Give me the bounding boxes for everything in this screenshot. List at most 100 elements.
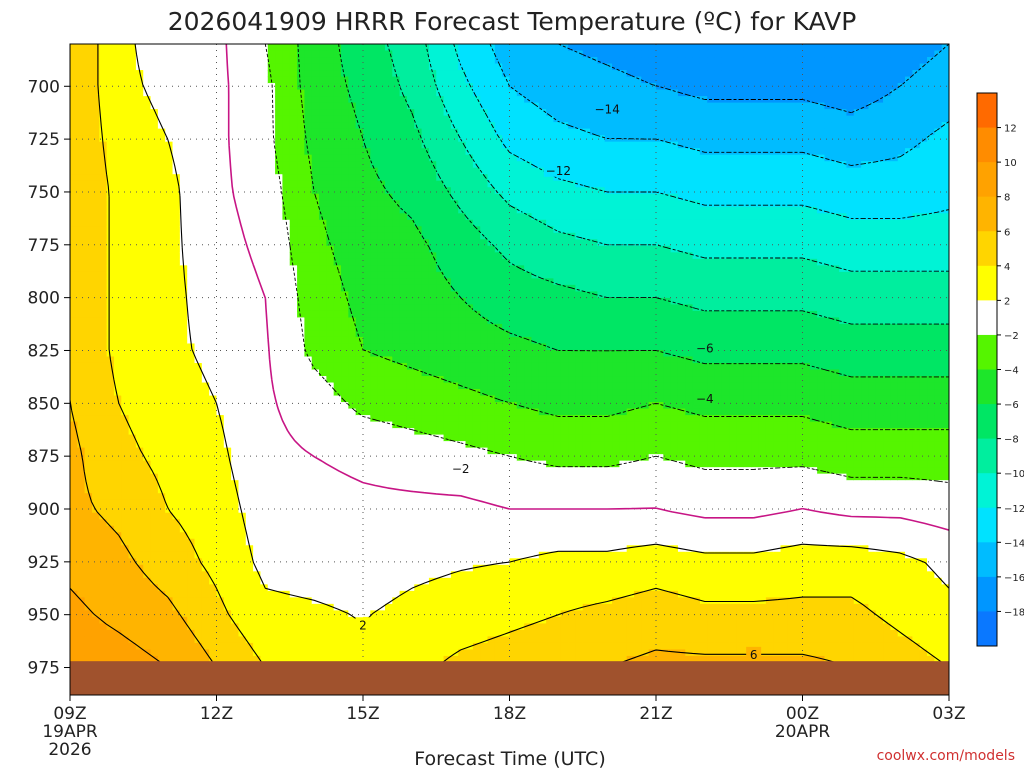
temperature-cell bbox=[377, 180, 386, 188]
temperature-cell bbox=[209, 304, 218, 312]
temperature-cell bbox=[304, 96, 313, 104]
temperature-cell bbox=[370, 603, 379, 611]
temperature-cell bbox=[150, 252, 159, 260]
temperature-cell bbox=[231, 50, 240, 58]
temperature-cell bbox=[77, 148, 86, 156]
temperature-cell bbox=[135, 512, 144, 520]
temperature-cell bbox=[341, 428, 349, 436]
temperature-cell bbox=[201, 642, 210, 651]
temperature-cell bbox=[84, 343, 93, 351]
temperature-cell bbox=[187, 428, 196, 436]
temperature-cell bbox=[231, 317, 240, 325]
temperature-cell bbox=[267, 291, 276, 299]
temperature-cell bbox=[135, 603, 144, 611]
temperature-cell bbox=[319, 564, 327, 572]
temperature-cell bbox=[311, 135, 320, 143]
temperature-cell bbox=[275, 154, 284, 162]
temperature-cell bbox=[70, 44, 78, 52]
temperature-cell bbox=[348, 376, 357, 384]
temperature-cell bbox=[99, 109, 108, 117]
temperature-cell bbox=[311, 258, 320, 266]
temperature-cell bbox=[282, 193, 291, 201]
temperature-cell bbox=[333, 239, 342, 247]
temperature-cell bbox=[260, 245, 269, 253]
temperature-cell bbox=[121, 447, 130, 455]
temperature-cell bbox=[414, 310, 423, 319]
temperature-cell bbox=[91, 545, 100, 553]
temperature-cell bbox=[326, 193, 335, 201]
temperature-cell bbox=[121, 623, 130, 631]
temperature-cell bbox=[275, 200, 284, 208]
temperature-cell bbox=[421, 343, 430, 351]
temperature-cell bbox=[70, 447, 78, 455]
temperature-cell bbox=[355, 395, 364, 403]
temperature-cell bbox=[267, 323, 276, 332]
temperature-cell bbox=[363, 232, 371, 240]
temperature-cell bbox=[333, 115, 342, 123]
temperature-cell bbox=[91, 356, 100, 364]
temperature-cell bbox=[209, 434, 218, 442]
temperature-cell bbox=[121, 538, 130, 546]
temperature-cell bbox=[392, 512, 401, 520]
temperature-cell bbox=[150, 154, 159, 162]
temperature-cell bbox=[297, 76, 305, 84]
temperature-cell bbox=[275, 382, 284, 390]
temperature-cell bbox=[223, 519, 232, 527]
temperature-cell bbox=[157, 50, 166, 58]
temperature-cell bbox=[223, 135, 232, 143]
temperature-cell bbox=[179, 154, 188, 162]
temperature-cell bbox=[106, 50, 115, 58]
temperature-cell bbox=[179, 161, 188, 169]
temperature-cell bbox=[384, 245, 393, 253]
temperature-cell bbox=[245, 636, 254, 644]
temperature-cell bbox=[245, 480, 254, 488]
temperature-cell bbox=[311, 389, 320, 397]
temperature-cell bbox=[121, 597, 130, 605]
temperature-cell bbox=[179, 597, 188, 605]
temperature-cell bbox=[406, 232, 415, 240]
temperature-cell bbox=[223, 356, 232, 364]
temperature-cell bbox=[106, 655, 115, 664]
temperature-cell bbox=[289, 193, 298, 201]
temperature-cell bbox=[113, 603, 122, 611]
temperature-cell bbox=[165, 486, 174, 494]
temperature-cell bbox=[384, 382, 393, 390]
temperature-cell bbox=[399, 506, 408, 514]
temperature-cell bbox=[70, 265, 78, 273]
temperature-cell bbox=[289, 297, 298, 305]
temperature-cell bbox=[311, 148, 320, 156]
temperature-cell bbox=[165, 271, 174, 279]
temperature-cell bbox=[289, 200, 298, 208]
temperature-cell bbox=[150, 70, 159, 78]
temperature-cell bbox=[231, 649, 240, 657]
temperature-cell bbox=[326, 590, 335, 598]
temperature-cell bbox=[106, 564, 115, 572]
temperature-cell bbox=[128, 512, 137, 520]
temperature-cell bbox=[377, 467, 386, 475]
temperature-cell bbox=[399, 408, 408, 416]
temperature-cell bbox=[223, 102, 232, 110]
temperature-cell bbox=[150, 213, 159, 221]
temperature-cell bbox=[384, 499, 393, 507]
temperature-cell bbox=[399, 226, 408, 234]
temperature-cell bbox=[406, 590, 415, 598]
temperature-cell bbox=[341, 616, 349, 624]
temperature-cell bbox=[150, 102, 159, 110]
temperature-cell bbox=[333, 629, 342, 638]
temperature-cell bbox=[355, 428, 364, 436]
temperature-cell bbox=[289, 538, 298, 546]
temperature-cell bbox=[428, 148, 437, 156]
temperature-cell bbox=[260, 271, 269, 279]
temperature-cell bbox=[143, 395, 152, 403]
temperature-cell bbox=[84, 603, 93, 611]
temperature-cell bbox=[121, 376, 130, 384]
temperature-cell bbox=[187, 148, 196, 156]
temperature-cell bbox=[157, 83, 166, 91]
temperature-cell bbox=[223, 454, 232, 462]
temperature-cell bbox=[135, 486, 144, 494]
temperature-cell bbox=[421, 330, 430, 338]
temperature-cell bbox=[253, 519, 262, 527]
temperature-cell bbox=[348, 428, 357, 436]
temperature-cell bbox=[106, 297, 115, 305]
temperature-cell bbox=[370, 421, 379, 429]
